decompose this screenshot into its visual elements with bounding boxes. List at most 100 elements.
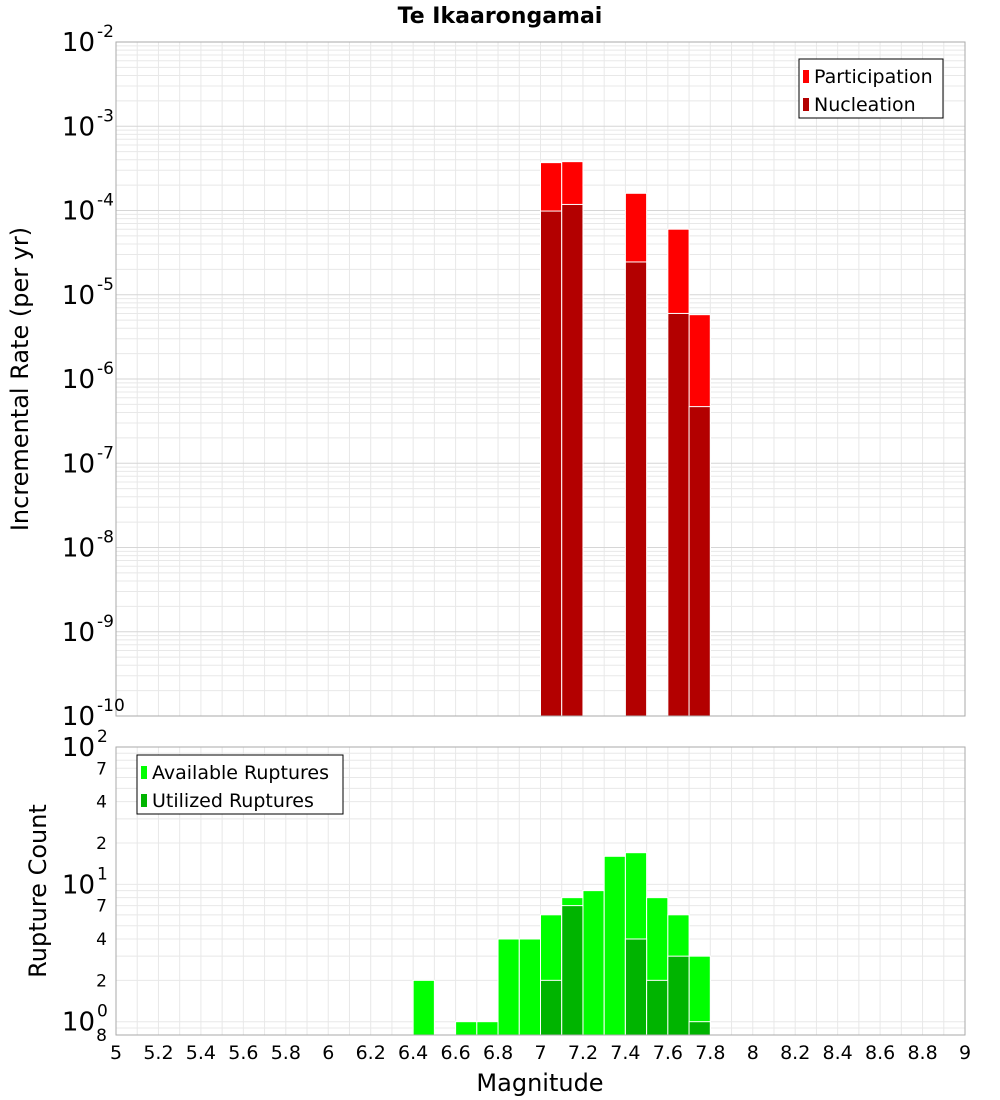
top-y-tick-label-exp: -2 xyxy=(97,22,114,42)
x-axis-label: Magnitude xyxy=(476,1069,603,1097)
top-y-tick-label-exp: -6 xyxy=(97,359,114,379)
top-series2-bar xyxy=(624,261,648,717)
top-y-tick-label-exp: -3 xyxy=(97,106,114,126)
x-tick-label: 8.4 xyxy=(823,1042,853,1064)
bottom-y-tick-label: 10 1 xyxy=(62,864,108,900)
top-plot-frame xyxy=(115,41,966,717)
bottom-series1-bar xyxy=(476,1021,499,1036)
bottom-series1-bar xyxy=(412,979,435,1036)
x-tick-label: 7.2 xyxy=(568,1042,598,1064)
bottom-series2-bar xyxy=(540,979,563,1036)
bottom-y-tick-label-exp: 2 xyxy=(97,727,108,747)
bottom-legend: Available Ruptures Utilized Ruptures xyxy=(136,754,344,815)
bottom-y-minor-tick-label: 8 xyxy=(96,1026,107,1046)
top-y-tick-label-base: 10 xyxy=(62,281,95,311)
x-tick-label: 8.6 xyxy=(865,1042,895,1064)
x-tick-label: 6.2 xyxy=(356,1042,386,1064)
x-tick-label: 6.4 xyxy=(398,1042,428,1064)
x-tick-label: 5.8 xyxy=(271,1042,301,1064)
top-y-tick-label: 10 -5 xyxy=(62,275,114,311)
legend-label: Nucleation xyxy=(814,94,916,116)
bottom-y-minor-tick-label: 4 xyxy=(96,930,107,950)
top-y-tick-label-base: 10 xyxy=(62,112,95,142)
bottom-plot-frame xyxy=(115,746,966,1036)
top-y-tick-label: 10 -7 xyxy=(62,443,114,479)
bottom-series2-bar xyxy=(688,1021,711,1036)
x-tick-label: 6.8 xyxy=(483,1042,513,1064)
bottom-series1-bar xyxy=(582,890,605,1036)
top-series2-bar xyxy=(561,203,584,717)
bottom-y-tick-label: 10 2 xyxy=(62,727,108,763)
bottom-series2-bar xyxy=(561,905,584,1036)
x-tick-label: 5.4 xyxy=(186,1042,216,1064)
top-y-tick-label: 10 -6 xyxy=(62,359,114,395)
x-tick-label: 9 xyxy=(959,1042,971,1064)
legend-label: Utilized Ruptures xyxy=(152,790,314,812)
x-tick-label: 8 xyxy=(747,1042,759,1064)
bottom-series1-bar xyxy=(497,938,520,1036)
legend-swatch xyxy=(803,98,809,111)
bottom-y-minor-tick-label: 7 xyxy=(96,759,107,779)
bottom-series2-bar xyxy=(624,938,648,1036)
top-plot-bars xyxy=(540,161,711,717)
bottom-y-minor-tick-label: 4 xyxy=(96,793,107,813)
top-series2-bar xyxy=(540,210,563,717)
top-y-tick-label: 10 -8 xyxy=(62,528,114,564)
legend-box xyxy=(136,754,344,815)
top-y-tick-label: 10 -3 xyxy=(62,106,114,142)
bottom-y-tick-label-base: 10 xyxy=(62,870,95,900)
x-tick-label: 8.2 xyxy=(780,1042,810,1064)
bottom-y-tick-label-exp: 1 xyxy=(97,864,108,884)
bottom-series1-bar xyxy=(518,938,542,1036)
bottom-y-minor-tick-label: 2 xyxy=(96,834,107,854)
top-y-tick-label-exp: -7 xyxy=(97,443,114,463)
top-series2-bar xyxy=(688,406,711,717)
x-tick-label: 6 xyxy=(322,1042,334,1064)
legend-swatch xyxy=(803,70,809,83)
bottom-y-tick-label-base: 10 xyxy=(62,1008,95,1038)
top-y-tick-label-exp: -4 xyxy=(97,191,114,211)
chart-title: Te Ikaarongamai xyxy=(398,4,603,29)
x-tick-label: 6.6 xyxy=(440,1042,470,1064)
x-tick-label: 7.4 xyxy=(610,1042,640,1064)
x-axis-ticks: 5 5.2 5.4 5.6 5.8 6 6.2 6.4 6.6 6.8 7 7.2 7.4 7.6 7.8 8… xyxy=(110,1042,971,1064)
top-y-tick-label-base: 10 xyxy=(62,197,95,227)
top-y-tick-label-base: 10 xyxy=(62,534,95,564)
bottom-y-tick-label-exp: 0 xyxy=(97,1002,108,1022)
x-tick-label: 5.2 xyxy=(143,1042,173,1064)
top-y-axis-label: Incremental Rate (per yr) xyxy=(6,227,34,531)
top-y-tick-label-base: 10 xyxy=(62,618,95,648)
legend-swatch xyxy=(141,794,147,807)
legend-label: Available Ruptures xyxy=(152,762,329,784)
x-tick-label: 5.6 xyxy=(228,1042,258,1064)
top-y-tick-label-base: 10 xyxy=(62,365,95,395)
top-series2-bar xyxy=(667,312,690,717)
x-tick-label: 5 xyxy=(110,1042,122,1064)
top-y-tick-label: 10 -2 xyxy=(62,22,114,58)
legend-swatch xyxy=(141,766,147,779)
top-y-tick-label-base: 10 xyxy=(62,449,95,479)
top-y-tick-label-base: 10 xyxy=(62,702,95,732)
x-tick-label: 7 xyxy=(534,1042,546,1064)
bottom-y-minor-tick-label: 7 xyxy=(96,897,107,917)
bottom-y-tick-label-base: 10 xyxy=(62,733,95,763)
bottom-series2-bar xyxy=(667,955,690,1036)
top-y-tick-label-exp: -8 xyxy=(97,528,114,548)
legend-box xyxy=(798,58,944,119)
top-legend: Participation Nucleation xyxy=(798,58,944,119)
top-y-tick-label: 10 -9 xyxy=(62,612,114,648)
top-y-tick-label-exp: -5 xyxy=(97,275,114,295)
x-tick-label: 7.6 xyxy=(653,1042,683,1064)
x-tick-label: 8.8 xyxy=(907,1042,937,1064)
bottom-series1-bar xyxy=(455,1021,478,1036)
legend-label: Participation xyxy=(814,66,933,88)
bottom-y-axis-label: Rupture Count xyxy=(24,804,52,978)
bottom-series1-bar xyxy=(603,855,626,1036)
bottom-y-tick-label: 10 0 xyxy=(62,1002,108,1038)
bottom-series2-bar xyxy=(646,979,669,1036)
x-tick-label: 7.8 xyxy=(695,1042,725,1064)
top-y-tick-label-exp: -10 xyxy=(97,696,125,716)
